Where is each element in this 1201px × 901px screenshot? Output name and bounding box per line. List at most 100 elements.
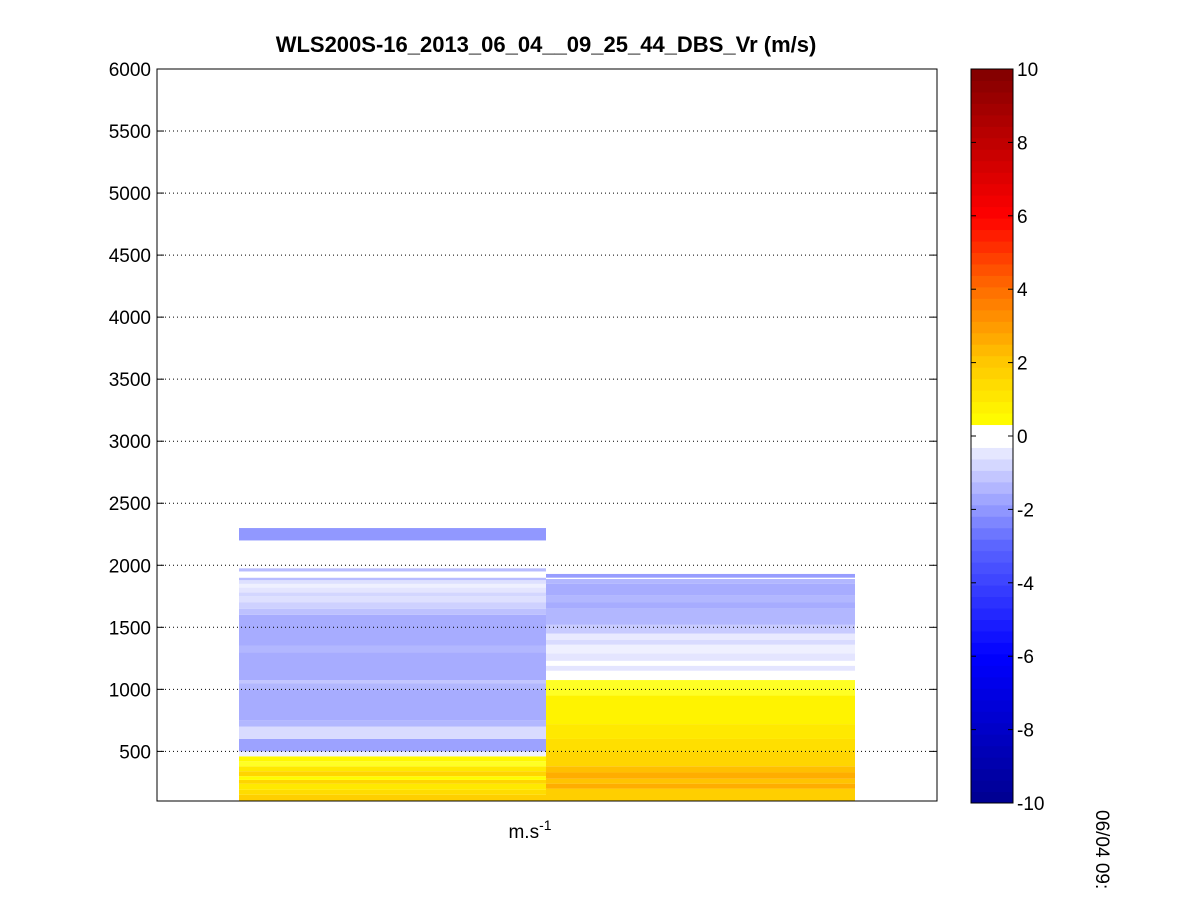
heatmap-cell: [546, 788, 855, 801]
colorbar-swatch: [971, 757, 1013, 770]
colorbar-swatch: [971, 562, 1013, 575]
colorbar-swatch: [971, 332, 1013, 345]
heatmap-cell: [239, 789, 546, 795]
colorbar-swatch: [971, 160, 1013, 173]
colorbar-tick-label: 10: [1017, 60, 1038, 81]
heatmap-cell: [546, 633, 855, 640]
heatmap-cell: [239, 577, 546, 581]
heatmap-cell: [546, 644, 855, 654]
heatmap-cell: [239, 779, 546, 784]
colorbar-swatch: [971, 229, 1013, 242]
heatmap-cell: [546, 578, 855, 584]
colorbar-swatch: [971, 252, 1013, 265]
y-tick-label: 1500: [109, 618, 151, 639]
colorbar-swatch: [971, 458, 1013, 471]
heatmap-cell: [546, 624, 855, 634]
heatmap-cell: [239, 571, 546, 578]
colorbar-tick-label: -8: [1017, 721, 1034, 742]
colorbar-swatch: [971, 390, 1013, 403]
y-tick-label: 3000: [109, 432, 151, 453]
heatmap-cell: [239, 738, 546, 752]
colorbar-swatch: [971, 619, 1013, 632]
heatmap-cell: [546, 653, 855, 661]
heatmap-cell: [546, 573, 855, 578]
heatmap-cell: [546, 695, 855, 725]
colorbar-tick-label: -2: [1017, 500, 1034, 521]
colorbar-swatch: [971, 630, 1013, 643]
colorbar-swatch: [971, 91, 1013, 104]
chart-title: WLS200S-16_2013_06_04__09_25_44_DBS_Vr (…: [276, 32, 817, 57]
y-tick-label: 4500: [109, 246, 151, 267]
colorbar-swatch: [971, 275, 1013, 288]
colorbar-swatch: [971, 527, 1013, 540]
heatmap-cell: [546, 766, 855, 773]
heatmap-cell: [239, 568, 546, 572]
heatmap-cell: [239, 761, 546, 767]
heatmap-cell: [239, 689, 546, 721]
heatmap-cell: [546, 680, 855, 696]
heatmap-cell: [546, 665, 855, 671]
colorbar-tick-label: -4: [1017, 574, 1034, 595]
colorbar-swatch: [971, 114, 1013, 127]
colorbar-swatch: [971, 699, 1013, 712]
heatmap-cell: [546, 772, 855, 779]
heatmap-cell: [239, 726, 546, 739]
colorbar-swatch: [971, 172, 1013, 185]
colorbar-swatch: [971, 321, 1013, 334]
data-column-2: [546, 573, 855, 801]
heatmap-cell: [239, 608, 546, 615]
y-tick-label: 3500: [109, 370, 151, 391]
y-tick-label: 4000: [109, 308, 151, 329]
colorbar-tick-label: -10: [1017, 794, 1044, 815]
colorbar-swatch: [971, 722, 1013, 735]
colorbar-swatch: [971, 481, 1013, 494]
colorbar-swatch: [971, 470, 1013, 483]
heatmap-cell: [239, 766, 546, 772]
plot-area: 500 1000 1500 2000 2500 3000 3500 4000 4500 5000 5…: [109, 60, 938, 802]
colorbar-tick-label: 8: [1017, 133, 1028, 154]
colorbar-swatch: [971, 344, 1013, 357]
heatmap-cell: [239, 602, 546, 609]
y-tick-label: 6000: [109, 60, 151, 81]
x-axis-label: m.s-1: [508, 817, 551, 843]
colorbar-tick-label: 2: [1017, 354, 1028, 375]
heatmap-cell: [239, 720, 546, 727]
heatmap-cell: [546, 778, 855, 784]
colorbar-swatch: [971, 401, 1013, 414]
colorbar-swatch: [971, 573, 1013, 586]
y-tick-label: 5000: [109, 184, 151, 205]
heatmap-cell: [546, 577, 855, 579]
colorbar-swatch: [971, 745, 1013, 758]
heatmap-cell: [239, 596, 546, 603]
colorbar-swatch: [971, 676, 1013, 689]
heatmap-cell: [546, 639, 855, 645]
y-tick-label: 1000: [109, 680, 151, 701]
heatmap-cell: [546, 751, 855, 767]
heatmap-cell: [239, 645, 546, 653]
colorbar-swatch: [971, 539, 1013, 552]
heatmap-cell: [239, 583, 546, 588]
y-tick-label: 2000: [109, 556, 151, 577]
colorbar-swatch: [971, 550, 1013, 563]
heatmap-cell: [546, 595, 855, 603]
heatmap-cell: [239, 794, 546, 801]
colorbar-swatch: [971, 309, 1013, 322]
heatmap-cell: [239, 683, 546, 690]
y-tick-label: 5500: [109, 122, 151, 143]
heatmap-cell: [239, 783, 546, 790]
colorbar-swatch: [971, 80, 1013, 93]
heatmap-cell: [239, 771, 546, 777]
heatmap-cell: [239, 614, 546, 646]
colorbar-swatch: [971, 241, 1013, 253]
colorbar-swatch: [971, 585, 1013, 598]
colorbar-swatch: [971, 103, 1013, 116]
heatmap-cell: [239, 680, 546, 684]
colorbar-swatch: [971, 367, 1013, 380]
colorbar-swatch: [971, 126, 1013, 139]
colorbar-swatch: [971, 298, 1013, 311]
colorbar-swatch: [971, 69, 1013, 81]
colorbar-swatch: [971, 413, 1013, 426]
colorbar-swatch: [971, 734, 1013, 747]
heatmap-cell: [239, 528, 546, 541]
data-column-1: [239, 528, 546, 801]
